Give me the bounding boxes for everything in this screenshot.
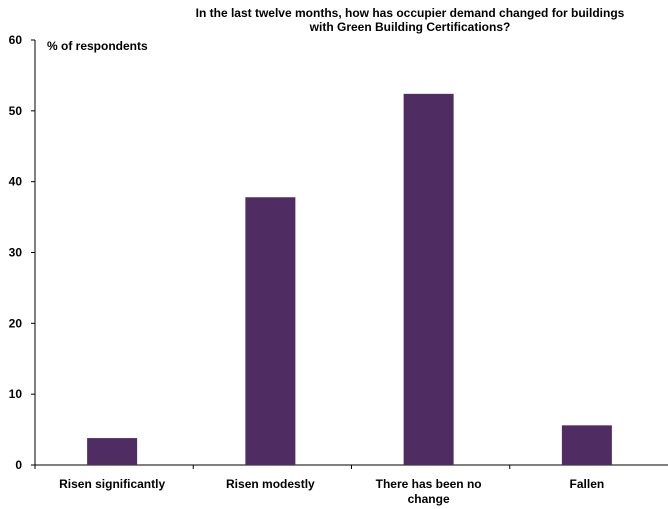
y-tick-label: 60 [9, 33, 23, 47]
y-tick-label: 0 [15, 458, 22, 472]
y-axis-label: % of respondents [47, 39, 148, 53]
y-tick-label: 50 [9, 104, 23, 118]
x-category-label: Fallen [570, 477, 605, 491]
bar-1 [87, 438, 138, 465]
bar-2 [245, 197, 296, 465]
bar-4 [561, 425, 612, 465]
y-tick-label: 10 [9, 387, 23, 401]
bar-3 [403, 93, 454, 465]
y-tick-label: 20 [9, 316, 23, 330]
chart-title: In the last twelve months, how has occup… [195, 6, 625, 34]
y-tick-label: 40 [9, 175, 23, 189]
x-category-label: There has been no change [376, 477, 482, 506]
x-category-label: Risen modestly [226, 477, 315, 491]
x-category-label: Risen significantly [59, 477, 165, 491]
y-tick-label: 30 [9, 246, 23, 260]
